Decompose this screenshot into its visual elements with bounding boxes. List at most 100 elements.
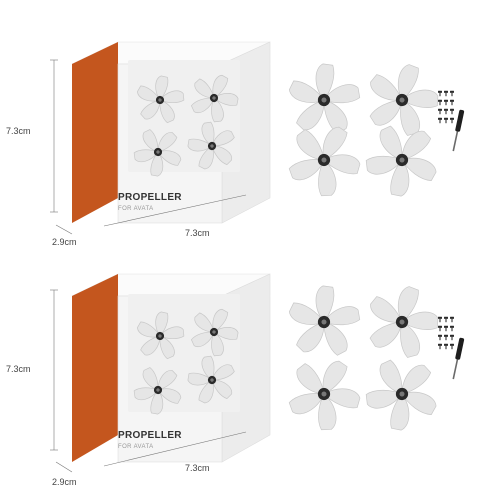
box-accent-band xyxy=(72,42,118,223)
propeller-blade xyxy=(369,321,403,348)
propeller xyxy=(190,74,239,123)
screw xyxy=(450,325,454,332)
propeller xyxy=(137,75,185,124)
width-label: 7.3cm xyxy=(185,463,210,473)
propeller-blade xyxy=(194,78,215,99)
propeller xyxy=(137,311,185,360)
screwdriver xyxy=(452,109,465,152)
propeller xyxy=(288,285,361,356)
screw xyxy=(450,90,454,97)
propeller-blade xyxy=(159,90,185,104)
propeller-blade xyxy=(296,99,325,131)
screw xyxy=(438,316,442,323)
propeller xyxy=(288,126,361,197)
propeller-blade xyxy=(201,355,215,381)
depth-dimension-line xyxy=(55,461,73,473)
propeller-blade xyxy=(322,360,348,395)
propeller-blade xyxy=(157,370,178,391)
screw xyxy=(450,108,454,115)
propeller-blade xyxy=(190,331,215,347)
propeller-blade xyxy=(140,335,161,356)
propeller-blade xyxy=(150,389,164,415)
propeller-blade xyxy=(137,321,161,338)
propeller-blade xyxy=(401,311,439,330)
propeller-blade xyxy=(323,84,361,104)
box-subtitle: FOR AVATA xyxy=(118,206,154,212)
propeller xyxy=(288,63,361,134)
propeller-blade xyxy=(155,311,169,337)
propeller-blade xyxy=(211,145,232,166)
package-1-graphic xyxy=(50,41,271,235)
propeller-blade xyxy=(288,80,325,103)
propeller xyxy=(187,121,235,170)
propeller xyxy=(365,359,437,431)
propeller-blade xyxy=(370,74,403,101)
propeller-blade xyxy=(159,326,185,340)
propeller-blade xyxy=(150,151,164,177)
propeller-blade xyxy=(187,138,213,152)
propeller-blade xyxy=(157,150,182,166)
propeller-blade xyxy=(318,159,337,197)
propeller-blade xyxy=(155,75,169,101)
propeller-blade xyxy=(401,364,432,395)
propeller-blade xyxy=(211,379,232,400)
depth-label: 2.9cm xyxy=(52,237,77,247)
propeller-blade xyxy=(187,372,213,386)
width-label: 7.3cm xyxy=(185,228,210,238)
propeller-blade xyxy=(315,285,335,323)
screw xyxy=(444,325,448,332)
screw xyxy=(438,343,442,350)
box-accent-band xyxy=(72,274,118,462)
propeller-blade xyxy=(400,99,421,136)
propeller-blade xyxy=(390,159,410,197)
propeller-blade xyxy=(198,145,214,170)
screw xyxy=(438,334,442,341)
width-dimension-line xyxy=(103,431,247,467)
propeller-blade xyxy=(190,97,215,113)
propeller-blade xyxy=(133,387,159,401)
box-subtitle: FOR AVATA xyxy=(118,444,154,450)
screw xyxy=(444,343,448,350)
box-title: PROPELLER xyxy=(118,192,182,203)
propeller-blade xyxy=(159,99,175,124)
propeller-blade xyxy=(142,367,159,391)
propeller-blade xyxy=(401,89,439,108)
screw xyxy=(444,99,448,106)
screw xyxy=(438,108,442,115)
propeller-blade xyxy=(157,388,182,404)
propeller-blade xyxy=(211,97,224,123)
propeller-blade xyxy=(288,159,325,181)
propeller-blade xyxy=(198,379,214,404)
height-label: 7.3cm xyxy=(6,364,31,374)
depth-dimension-line xyxy=(55,224,73,235)
propeller-blade xyxy=(296,321,325,353)
propeller-blade xyxy=(322,126,348,161)
propeller-blade xyxy=(397,64,419,101)
screw xyxy=(450,334,454,341)
propeller-blade xyxy=(213,327,239,340)
propeller-blade xyxy=(397,286,419,323)
propeller xyxy=(365,125,437,197)
propeller-blade xyxy=(211,130,235,147)
screw xyxy=(438,99,442,106)
propeller-blade xyxy=(323,154,361,175)
propeller-blade xyxy=(159,335,175,360)
propeller-blade xyxy=(401,130,432,161)
screw xyxy=(450,316,454,323)
propeller-blade xyxy=(369,99,403,126)
propeller-blade xyxy=(401,157,437,182)
screw xyxy=(444,117,448,124)
propeller xyxy=(133,129,182,177)
propeller-blade xyxy=(379,359,403,395)
propeller-blade xyxy=(201,121,215,147)
width-dimension-line xyxy=(103,194,247,227)
propeller-blade xyxy=(401,391,437,416)
propeller-blade xyxy=(212,74,229,99)
propeller-blade xyxy=(365,155,403,175)
screw xyxy=(450,343,454,350)
propeller-blade xyxy=(370,296,403,323)
propeller-blade xyxy=(137,85,161,102)
screw xyxy=(444,334,448,341)
propeller-blade xyxy=(323,306,361,326)
